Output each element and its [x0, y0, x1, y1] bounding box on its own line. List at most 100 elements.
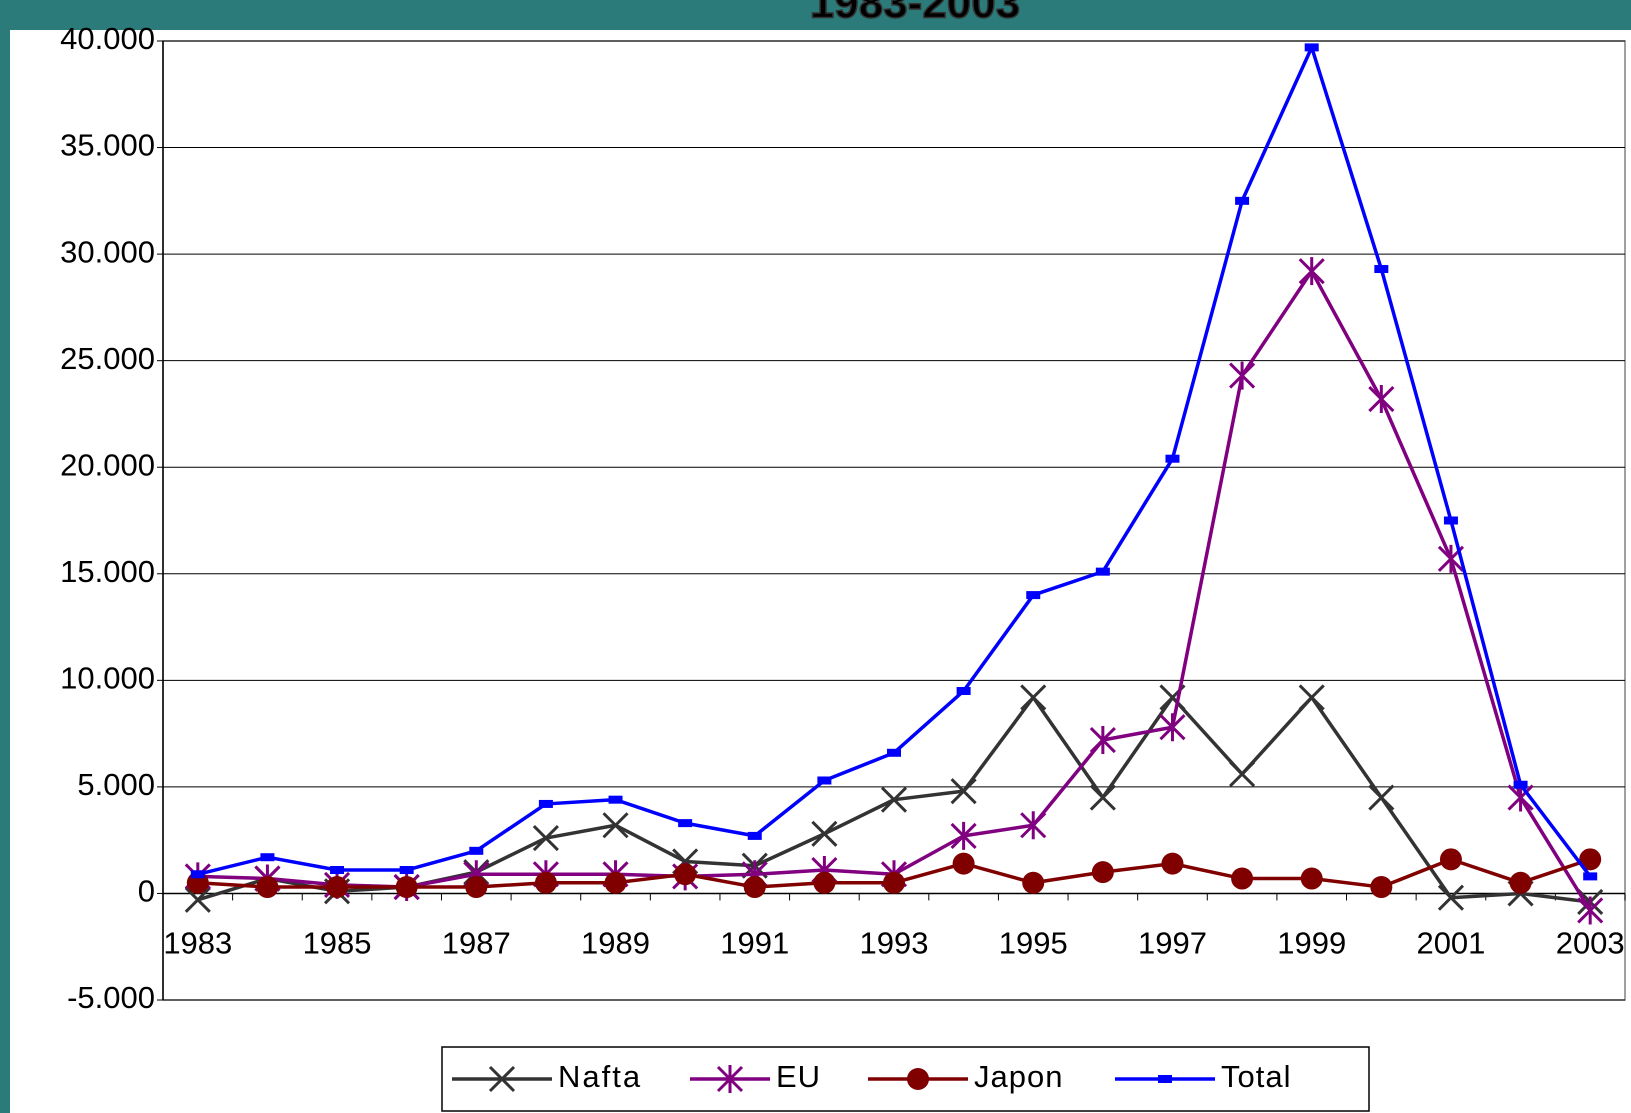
marker	[1368, 784, 1395, 811]
marker-asterisk	[1577, 896, 1604, 925]
marker-circle	[1439, 848, 1462, 871]
marker	[1443, 516, 1458, 525]
x-tick-label: 1997	[1138, 926, 1207, 961]
marker-x	[950, 778, 977, 805]
marker-dash	[190, 870, 205, 879]
marker-asterisk	[1089, 726, 1116, 755]
marker-dash	[678, 819, 693, 828]
marker-circle	[1091, 861, 1114, 884]
marker	[190, 870, 205, 879]
x-tick-label: 1995	[999, 926, 1068, 961]
marker-asterisk	[1159, 713, 1186, 742]
marker-dash	[1026, 591, 1041, 600]
marker	[1437, 884, 1465, 911]
chart-title: 1983-2003	[810, 0, 1020, 28]
marker	[1370, 876, 1393, 899]
marker-circle	[674, 863, 697, 886]
y-tick-label: 35.000	[60, 128, 155, 163]
marker	[1022, 871, 1045, 894]
marker	[1229, 761, 1256, 788]
marker	[1091, 861, 1114, 884]
marker-dash	[330, 866, 345, 875]
marker-circle	[326, 876, 349, 899]
marker-dash	[1095, 567, 1110, 576]
marker	[330, 866, 345, 875]
marker	[260, 853, 275, 862]
marker-dash	[956, 686, 971, 695]
marker	[887, 748, 901, 757]
marker	[950, 778, 977, 805]
marker-dash	[538, 799, 553, 808]
marker	[813, 871, 836, 894]
marker	[1089, 784, 1116, 811]
x-tick-label: 1989	[581, 926, 650, 961]
chart-background	[10, 30, 1631, 1113]
marker-dash	[887, 748, 901, 757]
marker-dash	[1583, 872, 1598, 881]
marker-asterisk	[1298, 257, 1325, 286]
marker-circle	[1300, 867, 1323, 890]
marker	[1095, 567, 1110, 576]
marker-x	[184, 886, 211, 913]
marker-circle	[743, 876, 766, 899]
marker	[1026, 591, 1041, 600]
y-tick-label: 30.000	[60, 234, 155, 269]
marker-x	[1298, 684, 1325, 711]
marker	[674, 863, 697, 886]
y-tick-label: 40.000	[60, 21, 155, 56]
marker	[956, 686, 971, 695]
x-tick-label: 1983	[163, 926, 232, 961]
marker-circle	[1579, 848, 1602, 871]
marker	[1300, 867, 1323, 890]
marker	[883, 871, 905, 894]
marker	[1579, 848, 1602, 871]
marker-dash	[1513, 780, 1528, 789]
legend-label: Total	[1221, 1059, 1291, 1094]
marker	[469, 846, 484, 855]
marker	[950, 821, 977, 850]
marker-dash	[817, 776, 832, 785]
marker	[1020, 811, 1047, 840]
marker-circle	[813, 871, 836, 894]
marker-x	[1089, 784, 1116, 811]
marker-circle	[1231, 867, 1254, 890]
marker	[1298, 684, 1325, 711]
marker	[1368, 385, 1395, 414]
legend-label: Japon	[974, 1059, 1063, 1094]
marker-dash	[469, 846, 484, 855]
marker-dash	[1374, 265, 1389, 274]
marker	[743, 876, 766, 899]
x-tick-label: 1999	[1277, 926, 1346, 961]
x-tick-label: 2001	[1416, 926, 1485, 961]
marker-circle	[952, 852, 975, 875]
marker-circle	[604, 871, 627, 894]
marker-circle	[1509, 871, 1532, 894]
marker-circle	[1022, 871, 1045, 894]
marker	[1509, 871, 1532, 894]
marker-dash	[1165, 454, 1180, 463]
marker	[465, 876, 488, 899]
marker-circle	[1370, 876, 1393, 899]
marker-circle	[883, 871, 905, 894]
marker	[534, 871, 557, 894]
marker-asterisk	[1368, 385, 1395, 414]
marker-asterisk	[716, 1065, 744, 1093]
marker-x	[602, 812, 629, 839]
marker-dash	[1304, 43, 1319, 52]
marker	[1089, 726, 1116, 755]
marker	[608, 795, 623, 804]
legend-label: Nafta	[558, 1059, 642, 1094]
marker	[1304, 43, 1319, 52]
marker-x	[488, 1065, 516, 1093]
marker	[1513, 780, 1528, 789]
marker-circle	[534, 871, 557, 894]
marker-dash	[1443, 516, 1458, 525]
marker-x	[1368, 784, 1395, 811]
x-tick-label: 1987	[442, 926, 511, 961]
x-tick-label: 1985	[303, 926, 372, 961]
marker-asterisk	[950, 821, 977, 850]
marker	[1231, 867, 1254, 890]
marker	[395, 876, 418, 899]
marker-dash	[1235, 196, 1250, 205]
